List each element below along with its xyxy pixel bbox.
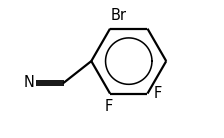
Text: F: F <box>105 99 113 114</box>
Text: F: F <box>153 86 162 101</box>
Text: Br: Br <box>111 8 127 23</box>
Text: N: N <box>23 75 34 90</box>
